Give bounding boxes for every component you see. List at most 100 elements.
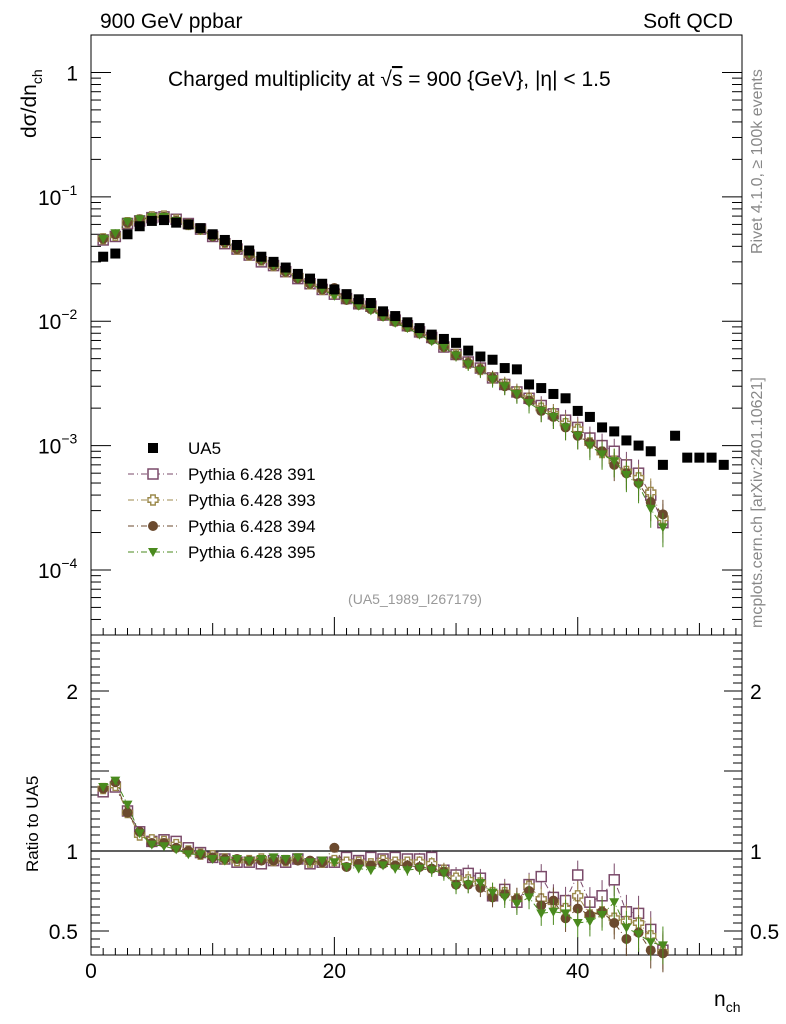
ratio-point bbox=[560, 909, 571, 919]
series-2 bbox=[97, 210, 669, 539]
ratio-point bbox=[122, 807, 133, 818]
data-point bbox=[548, 388, 559, 399]
ratio-point bbox=[159, 842, 170, 852]
data-point bbox=[402, 317, 413, 328]
ratio-point bbox=[463, 880, 474, 890]
data-point bbox=[365, 306, 376, 316]
x-axis-label-sub: ch bbox=[726, 999, 741, 1015]
ratio-point bbox=[438, 869, 449, 879]
ratio-point bbox=[608, 874, 620, 886]
data-point bbox=[390, 318, 401, 328]
data-point bbox=[98, 251, 109, 262]
y-tick-label: 10−1 bbox=[38, 182, 78, 210]
data-point bbox=[718, 459, 729, 470]
series-1 bbox=[97, 211, 669, 543]
data-point bbox=[341, 289, 352, 300]
x-axis-label-main: n bbox=[714, 988, 726, 1011]
ratio-point bbox=[268, 853, 279, 863]
data-point bbox=[584, 441, 595, 451]
data-point bbox=[414, 323, 425, 334]
data-point bbox=[475, 366, 486, 376]
data-point bbox=[353, 294, 364, 305]
data-point bbox=[378, 306, 389, 317]
data-point bbox=[536, 406, 547, 416]
x-tick-label: 40 bbox=[566, 960, 589, 983]
data-point bbox=[219, 234, 230, 245]
data-point bbox=[122, 229, 133, 240]
y-tick-exponent: −4 bbox=[61, 555, 77, 571]
ratio-plot-frame bbox=[90, 634, 743, 956]
data-point bbox=[633, 440, 644, 451]
ratio-point bbox=[146, 840, 157, 850]
data-point bbox=[426, 329, 437, 340]
ratio-point bbox=[183, 850, 194, 860]
data-point bbox=[195, 223, 206, 234]
legend-marker bbox=[148, 548, 158, 557]
data-point bbox=[305, 273, 316, 284]
data-point bbox=[365, 298, 376, 309]
data-point bbox=[487, 354, 498, 365]
ratio-point bbox=[219, 856, 230, 866]
ratio-point bbox=[548, 907, 559, 917]
data-point bbox=[451, 337, 462, 348]
ratio-point bbox=[609, 898, 620, 908]
ratio-point bbox=[329, 858, 340, 868]
rivet-info: Rivet 4.1.0, ≥ 100k events bbox=[749, 69, 766, 254]
data-point bbox=[329, 284, 340, 295]
main-series bbox=[97, 210, 729, 548]
ratio-point bbox=[122, 800, 133, 810]
data-point bbox=[171, 217, 182, 228]
y-tick-label: 1 bbox=[66, 62, 78, 85]
data-point bbox=[110, 248, 121, 259]
mcplots-info: mcplots.cern.ch [arXiv:2401.10621] bbox=[749, 377, 766, 628]
ratio-point bbox=[365, 866, 376, 876]
data-point bbox=[159, 215, 170, 226]
ratio-point bbox=[609, 918, 620, 928]
ratio-point bbox=[572, 919, 583, 928]
y-tick-mantissa: 10 bbox=[38, 436, 61, 459]
ratio-point bbox=[98, 783, 109, 792]
ratio-point bbox=[499, 893, 510, 903]
y-axis-label-main: dσ/dn bbox=[18, 84, 41, 138]
category-label: Soft QCD bbox=[643, 10, 733, 33]
title-suffix: = 900 {GeV}, |η| < 1.5 bbox=[402, 68, 610, 91]
legend-marker bbox=[147, 468, 159, 480]
y-tick-mantissa: 10 bbox=[38, 311, 61, 334]
ratio-y-ticks: 2 2 1 1 0.5 0.5 bbox=[49, 634, 779, 948]
ratio-point bbox=[280, 855, 291, 864]
data-point bbox=[572, 431, 583, 441]
ratio-tick-label: 0.5 bbox=[49, 921, 78, 944]
legend: UA5 Pythia 6.428 391 Pythia 6.428 393 Pythi… bbox=[128, 439, 316, 562]
data-point bbox=[292, 268, 303, 279]
data-point bbox=[572, 405, 583, 416]
ratio-point bbox=[645, 938, 656, 948]
analysis-id: (UA5_1989_I267179) bbox=[348, 591, 482, 607]
data-point bbox=[207, 229, 218, 240]
ratio-point bbox=[341, 863, 352, 872]
ratio-series-0 bbox=[97, 781, 669, 970]
ratio-point bbox=[536, 909, 547, 919]
data-point bbox=[609, 426, 620, 437]
main-y-ticks: 110−110−210−310−4 bbox=[38, 34, 742, 636]
ratio-point bbox=[244, 856, 255, 866]
series-0 bbox=[98, 215, 729, 470]
plot-title: Charged multiplicity at √s = 900 {GeV}, … bbox=[168, 68, 611, 91]
data-point bbox=[122, 217, 133, 227]
data-point bbox=[463, 345, 474, 356]
ratio-point bbox=[524, 893, 535, 903]
data-point bbox=[536, 383, 547, 394]
legend-label: UA5 bbox=[188, 439, 221, 458]
ratio-point bbox=[511, 899, 522, 909]
ratio-point bbox=[378, 861, 389, 871]
series-4 bbox=[98, 212, 668, 548]
ratio-tick-label: 2 bbox=[66, 681, 78, 704]
data-point bbox=[524, 398, 535, 408]
data-point bbox=[475, 351, 486, 362]
ratio-point bbox=[487, 888, 498, 898]
data-point bbox=[280, 262, 291, 273]
ratio-point bbox=[597, 911, 608, 920]
ratio-point bbox=[171, 845, 182, 855]
ratio-point bbox=[571, 869, 584, 881]
ratio-tick-label: 1 bbox=[66, 841, 78, 864]
